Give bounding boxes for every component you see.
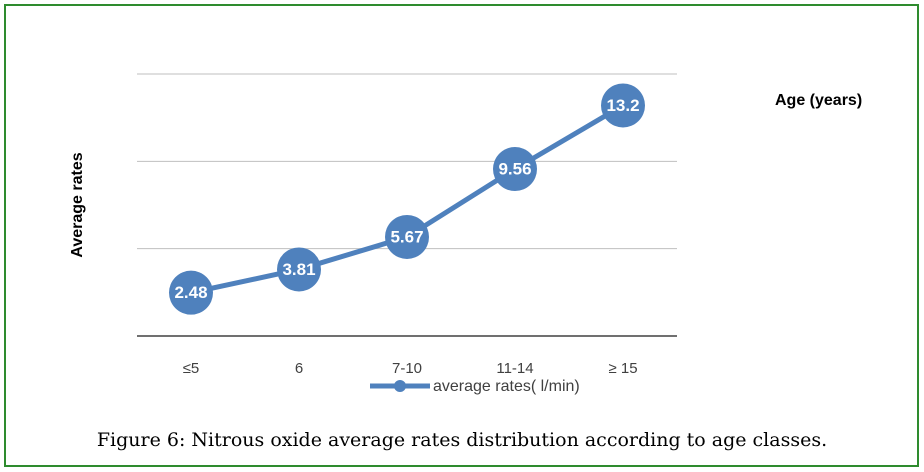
- marker: [277, 247, 321, 292]
- data-label: 2.48: [174, 283, 207, 302]
- data-label: 13.2: [606, 96, 639, 115]
- x-tick-label: ≤5: [183, 360, 200, 377]
- data-label: 5.67: [390, 227, 423, 246]
- data-label: 9.56: [498, 160, 531, 179]
- caption: Figure 6: Nitrous oxide average rates di…: [97, 429, 827, 451]
- marker: [601, 83, 645, 128]
- x-tick-label: 11-14: [496, 360, 533, 377]
- x-tick-label: 7-10: [392, 360, 422, 377]
- legend-label: average rates( l/min): [433, 378, 580, 395]
- marker: [493, 147, 537, 192]
- y-axis-label: Average rates: [69, 152, 86, 257]
- data-label: 3.81: [282, 260, 315, 279]
- x-tick-label: 6: [295, 360, 303, 377]
- x-axis-label: Age (years): [775, 92, 862, 109]
- marker: [169, 270, 213, 315]
- x-tick-label: ≥ 15: [608, 360, 637, 377]
- marker: [385, 214, 429, 259]
- legend-marker: [394, 380, 406, 392]
